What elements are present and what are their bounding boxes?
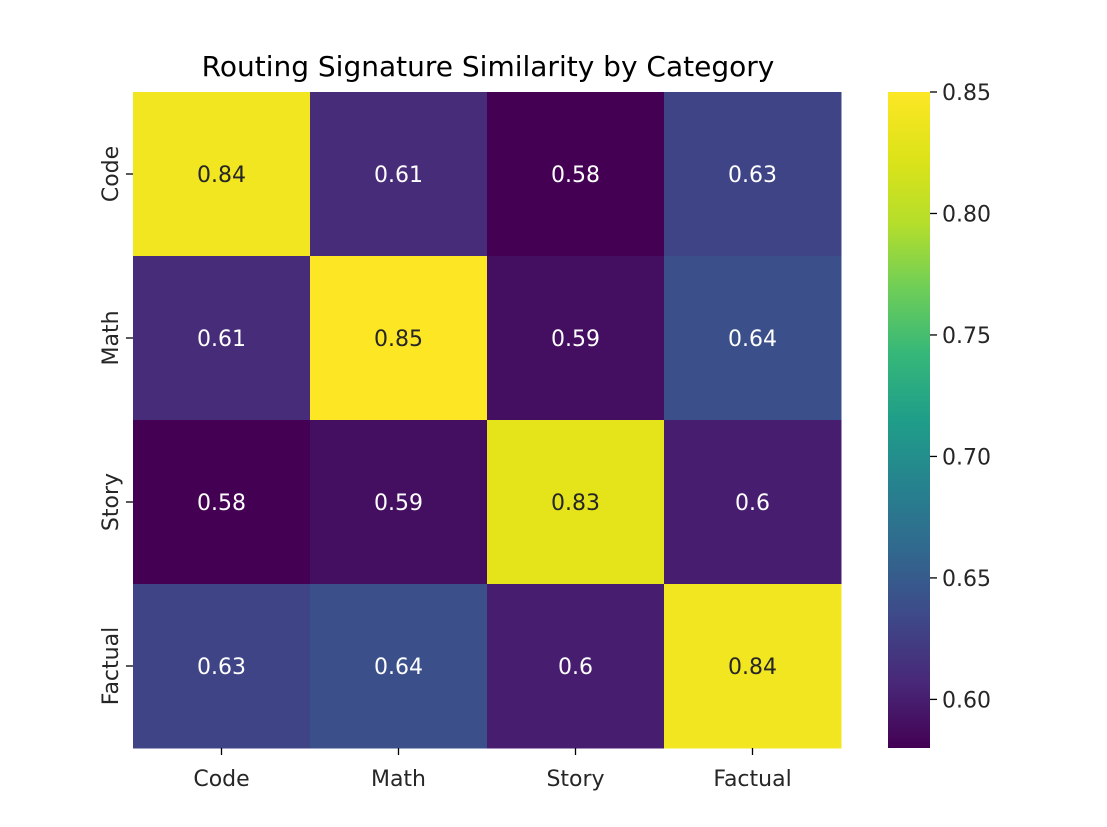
heatmap-cell: [664, 420, 842, 585]
chart-title: Routing Signature Similarity by Category: [202, 50, 775, 83]
y-tick-label: Math: [99, 310, 124, 365]
heatmap-cell: [133, 584, 311, 749]
cell-value-label: 0.84: [728, 655, 777, 680]
heatmap-cell: [310, 584, 488, 749]
y-axis: Code Math Story Factual: [99, 146, 133, 705]
heatmap-cell: [487, 256, 665, 421]
cell-value-label: 0.64: [374, 655, 423, 680]
colorbar-tick-label: 0.85: [942, 81, 991, 106]
heatmap-cell: [310, 420, 488, 585]
cell-value-label: 0.59: [374, 491, 423, 516]
heatmap-cell: [487, 420, 665, 585]
cell-value-label: 0.61: [197, 327, 246, 352]
cell-value-label: 0.59: [551, 327, 600, 352]
cell-value-label: 0.63: [728, 163, 777, 188]
cell-value-label: 0.61: [374, 163, 423, 188]
y-tick-label: Story: [99, 473, 124, 531]
cell-value-label: 0.85: [374, 327, 423, 352]
cell-value-label: 0.84: [197, 163, 246, 188]
colorbar-tick-label: 0.75: [942, 324, 991, 349]
heatmap-cell: [133, 256, 311, 421]
x-tick-label: Code: [193, 767, 249, 792]
cell-value-label: 0.6: [558, 655, 593, 680]
heatmap-cell-labels: 0.84 0.61 0.58 0.63 0.61 0.85 0.59 0.64 0.58 0.59…: [197, 163, 777, 680]
x-tick-label: Factual: [713, 767, 791, 792]
heatmap-cell: [310, 92, 488, 257]
y-tick-label: Factual: [99, 627, 124, 705]
heatmap-cell: [487, 92, 665, 257]
heatmap-cell: [664, 584, 842, 749]
y-tick-label: Code: [99, 146, 124, 202]
cell-value-label: 0.58: [197, 491, 246, 516]
cell-value-label: 0.63: [197, 655, 246, 680]
colorbar-gradient: [888, 92, 930, 748]
cell-value-label: 0.6: [735, 491, 770, 516]
x-axis: Code Math Story Factual: [193, 748, 792, 792]
cell-value-label: 0.83: [551, 491, 600, 516]
heatmap-cell: [487, 584, 665, 749]
cell-value-label: 0.58: [551, 163, 600, 188]
x-tick-label: Math: [371, 767, 426, 792]
heatmap-cells: [133, 92, 842, 749]
colorbar-tick-label: 0.65: [942, 567, 991, 592]
x-tick-label: Story: [546, 767, 604, 792]
heatmap-cell: [664, 256, 842, 421]
heatmap-cell: [133, 92, 311, 257]
colorbar-tick-label: 0.60: [942, 688, 991, 713]
heatmap-cell: [133, 420, 311, 585]
heatmap-cell: [310, 256, 488, 421]
colorbar: 0.60 0.65 0.70 0.75 0.80 0.85: [888, 81, 991, 748]
cell-value-label: 0.64: [728, 327, 777, 352]
colorbar-tick-label: 0.70: [942, 445, 991, 470]
heatmap-cell: [664, 92, 842, 257]
colorbar-tick-label: 0.80: [942, 202, 991, 227]
